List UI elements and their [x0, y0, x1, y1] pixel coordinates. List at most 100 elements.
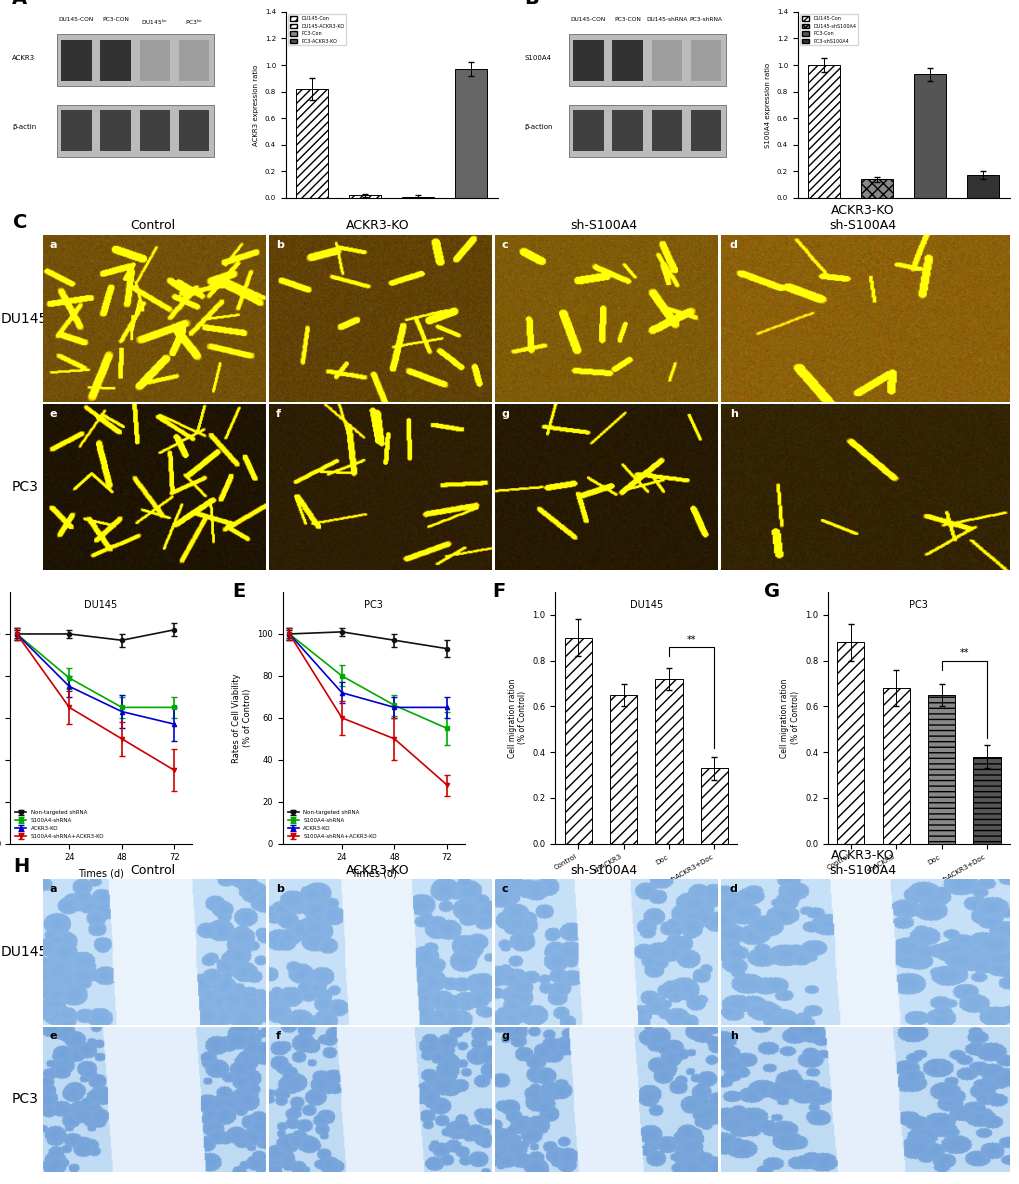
Text: DU145: DU145	[85, 599, 117, 610]
Bar	[913, 75, 946, 198]
Bar	[57, 105, 214, 157]
Text: **: **	[959, 649, 968, 658]
Text: Control: Control	[129, 863, 174, 876]
Bar	[564, 638, 591, 844]
Text: f: f	[275, 408, 280, 419]
Text: d: d	[729, 240, 737, 250]
Text: DU145: DU145	[1, 311, 48, 326]
Bar	[61, 40, 92, 81]
Bar	[611, 110, 642, 152]
Legend: DU145-Con, DU145-shS100A4, PC3-Con, PC3-shS100A4: DU145-Con, DU145-shS100A4, PC3-Con, PC3-…	[800, 14, 857, 45]
Text: G: G	[763, 581, 780, 601]
Bar	[808, 65, 840, 198]
Text: h: h	[729, 408, 737, 419]
Text: PC3: PC3	[364, 599, 383, 610]
Text: g: g	[501, 408, 510, 419]
Bar	[569, 34, 725, 86]
Bar	[651, 110, 682, 152]
Text: DU145-CON: DU145-CON	[59, 18, 94, 22]
Bar	[655, 678, 682, 844]
Text: E: E	[231, 581, 245, 601]
Text: sh-S100A4: sh-S100A4	[570, 863, 637, 876]
Y-axis label: ACKR3 expression ratio: ACKR3 expression ratio	[253, 64, 259, 146]
Y-axis label: Cell migration ration
(% of Control): Cell migration ration (% of Control)	[780, 678, 799, 758]
Text: PC3$^{ko}$: PC3$^{ko}$	[184, 18, 203, 27]
Text: PC3: PC3	[909, 599, 927, 610]
Text: β-actin: β-actin	[12, 124, 37, 130]
Text: ACKR3-KO: ACKR3-KO	[345, 219, 410, 232]
Legend: DU145-Con, DU145-ACKR3-KO, PC3-Con, PC3-ACKR3-KO: DU145-Con, DU145-ACKR3-KO, PC3-Con, PC3-…	[288, 14, 346, 45]
Bar	[140, 110, 170, 152]
Text: A: A	[12, 0, 28, 8]
Text: d: d	[729, 883, 737, 894]
Text: PC3-shRNA: PC3-shRNA	[689, 18, 721, 22]
Bar	[569, 105, 725, 157]
Text: f: f	[275, 1031, 280, 1041]
Text: DU145$^{ko}$: DU145$^{ko}$	[142, 18, 168, 27]
Bar	[57, 34, 214, 86]
Bar	[573, 40, 603, 81]
Text: C: C	[13, 213, 28, 232]
Text: c: c	[501, 240, 507, 250]
Bar	[609, 695, 637, 844]
Text: ACKR3-KO
sh-S100A4: ACKR3-KO sh-S100A4	[828, 849, 896, 876]
Text: b: b	[275, 883, 283, 894]
Bar	[690, 110, 720, 152]
Legend: Non-targeted shRNA, S100A4-shRNA, ACKR3-KO, S100A4-shRNA+ACKR3-KO: Non-targeted shRNA, S100A4-shRNA, ACKR3-…	[285, 809, 379, 841]
Text: a: a	[50, 240, 57, 250]
Text: e: e	[50, 408, 57, 419]
Text: S100A4: S100A4	[524, 56, 551, 62]
Y-axis label: Cell migration ration
(% of Control): Cell migration ration (% of Control)	[507, 678, 527, 758]
Bar	[403, 197, 434, 198]
X-axis label: Times (d): Times (d)	[78, 868, 124, 879]
Y-axis label: Rates of Cell Viability
(% of Control): Rates of Cell Viability (% of Control)	[232, 674, 252, 762]
Text: g: g	[501, 1031, 510, 1041]
Bar	[927, 695, 955, 844]
Bar	[61, 110, 92, 152]
Bar	[573, 110, 603, 152]
Text: a: a	[50, 883, 57, 894]
Text: sh-S100A4: sh-S100A4	[570, 219, 637, 232]
Bar	[972, 757, 1000, 844]
Text: B: B	[524, 0, 538, 8]
Legend: Non-targeted shRNA, S100A4-shRNA, ACKR3-KO, S100A4-shRNA+ACKR3-KO: Non-targeted shRNA, S100A4-shRNA, ACKR3-…	[13, 809, 107, 841]
Bar	[100, 40, 130, 81]
Bar	[837, 643, 863, 844]
Bar	[178, 110, 209, 152]
Text: c: c	[501, 883, 507, 894]
Text: PC3: PC3	[11, 1093, 38, 1107]
Text: ACKR3: ACKR3	[12, 56, 36, 62]
Bar	[100, 110, 130, 152]
Text: PC3-CON: PC3-CON	[613, 18, 641, 22]
Bar	[297, 89, 328, 198]
X-axis label: Times (d): Times (d)	[351, 868, 396, 879]
Bar	[611, 40, 642, 81]
Text: h: h	[729, 1031, 737, 1041]
Text: β-action: β-action	[524, 124, 552, 130]
Bar	[350, 195, 381, 198]
Bar	[861, 179, 893, 198]
Bar	[881, 688, 909, 844]
Bar	[700, 768, 728, 844]
Text: DU145: DU145	[629, 599, 662, 610]
Text: b: b	[275, 240, 283, 250]
Y-axis label: S100A4 expression ratio: S100A4 expression ratio	[764, 63, 770, 148]
Bar	[966, 175, 999, 198]
Text: DU145-CON: DU145-CON	[571, 18, 605, 22]
Bar	[140, 40, 170, 81]
Bar	[454, 69, 487, 198]
Text: H: H	[13, 857, 30, 876]
Text: F: F	[491, 581, 504, 601]
Text: DU145-shRNA: DU145-shRNA	[646, 18, 687, 22]
Text: PC3-CON: PC3-CON	[102, 18, 129, 22]
Text: PC3: PC3	[11, 480, 38, 494]
Bar	[178, 40, 209, 81]
Text: DU145: DU145	[1, 945, 48, 959]
Bar	[651, 40, 682, 81]
Bar	[690, 40, 720, 81]
Text: e: e	[50, 1031, 57, 1041]
Text: **: **	[687, 635, 696, 644]
Text: ACKR3-KO: ACKR3-KO	[345, 863, 410, 876]
Text: ACKR3-KO
sh-S100A4: ACKR3-KO sh-S100A4	[828, 205, 896, 232]
Text: Control: Control	[129, 219, 174, 232]
